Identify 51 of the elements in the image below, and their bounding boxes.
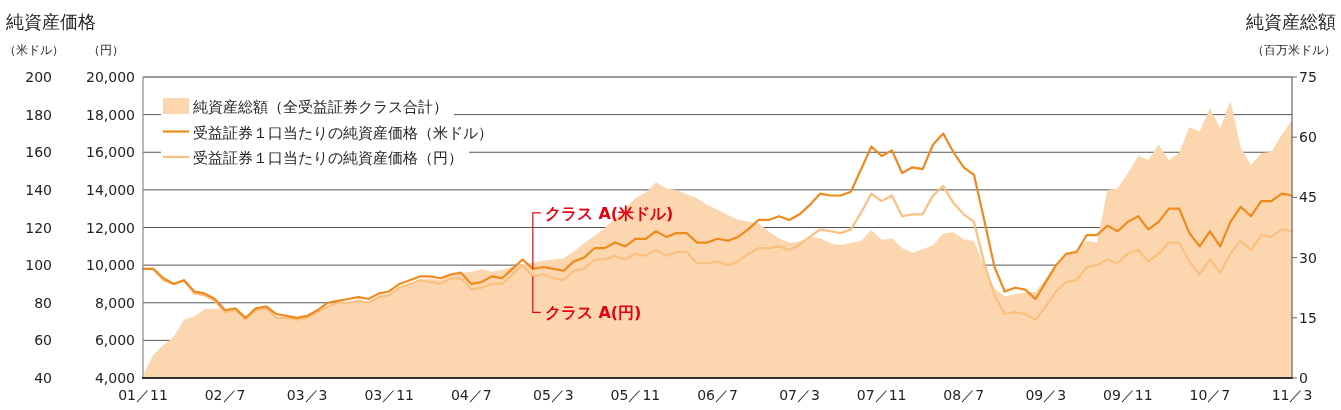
x-tick-label: 03／11 bbox=[364, 387, 415, 403]
y-tick-label: 120 bbox=[25, 219, 52, 236]
x-tick-label: 05／11 bbox=[610, 387, 661, 403]
x-tick-label: 02／7 bbox=[204, 387, 246, 403]
text: 純資産価格 bbox=[6, 11, 96, 32]
x-tick-label: 08／7 bbox=[943, 387, 985, 403]
x-tick-label: 06／7 bbox=[697, 387, 738, 403]
y-axis-title: （米ドル） bbox=[4, 43, 64, 57]
y-tick-label: 180 bbox=[25, 106, 52, 123]
y2-tick-label: 8,000 bbox=[94, 294, 135, 311]
x-tick-label: 01／11 bbox=[118, 387, 168, 403]
x-tick-label: 04／7 bbox=[450, 387, 492, 403]
x-tick-label: 07／11 bbox=[856, 387, 907, 403]
x-tick-label: 09／11 bbox=[1103, 387, 1153, 403]
y-tick-label: 60 bbox=[34, 332, 52, 349]
legend-label: 受益証券１口当たりの純資産価格（米ドル） bbox=[193, 123, 493, 142]
x-tick-label: 10／7 bbox=[1189, 387, 1231, 403]
x-tick-label: 09／3 bbox=[1025, 387, 1067, 403]
y3-tick-label: 15 bbox=[1299, 309, 1317, 326]
y3-tick-label: 30 bbox=[1299, 249, 1317, 266]
annotation: クラス A(円) bbox=[544, 303, 642, 323]
y2-tick-label: 20,000 bbox=[86, 69, 135, 85]
y-tick-label: 80 bbox=[34, 294, 52, 311]
y3-tick-label: 45 bbox=[1299, 189, 1317, 206]
y2-axis-title: （円） bbox=[88, 43, 124, 57]
x-tick-label: 07／3 bbox=[779, 387, 820, 403]
x-tick-label: 11／3 bbox=[1271, 387, 1313, 403]
y3-axis-title: （百万米ドル） bbox=[1252, 43, 1336, 57]
y-tick-label: 200 bbox=[25, 69, 52, 85]
legend-label: 受益証券１口当たりの純資産価格（円） bbox=[193, 149, 463, 167]
annotation: クラス A(米ドル) bbox=[544, 203, 674, 223]
y-tick-label: 100 bbox=[25, 257, 52, 274]
y2-tick-label: 16,000 bbox=[86, 144, 135, 161]
y2-tick-label: 12,000 bbox=[86, 219, 135, 236]
annotation: クラス A(米ドル) bbox=[532, 203, 674, 270]
y3-tick-label: 60 bbox=[1299, 129, 1317, 146]
x-tick-label: 05／3 bbox=[532, 387, 574, 403]
y-tick-label: 160 bbox=[25, 144, 52, 161]
y3-tick-label: 75 bbox=[1299, 69, 1317, 85]
y2-tick-label: 4,000 bbox=[94, 370, 135, 386]
text: 純資産総額 bbox=[1246, 11, 1336, 32]
y3-tick-label: 0 bbox=[1299, 370, 1308, 386]
y2-tick-label: 18,000 bbox=[86, 106, 135, 123]
y2-tick-label: 6,000 bbox=[94, 332, 135, 349]
y-tick-label: 40 bbox=[34, 370, 52, 386]
y2-tick-label: 14,000 bbox=[86, 181, 135, 198]
legend-label: 純資産総額（全受益証券クラス合計） bbox=[193, 98, 448, 116]
y2-tick-label: 10,000 bbox=[86, 257, 135, 274]
annotation: クラス A(円) bbox=[532, 275, 642, 323]
x-tick-label: 03／3 bbox=[286, 387, 328, 403]
y-tick-label: 140 bbox=[25, 181, 52, 198]
